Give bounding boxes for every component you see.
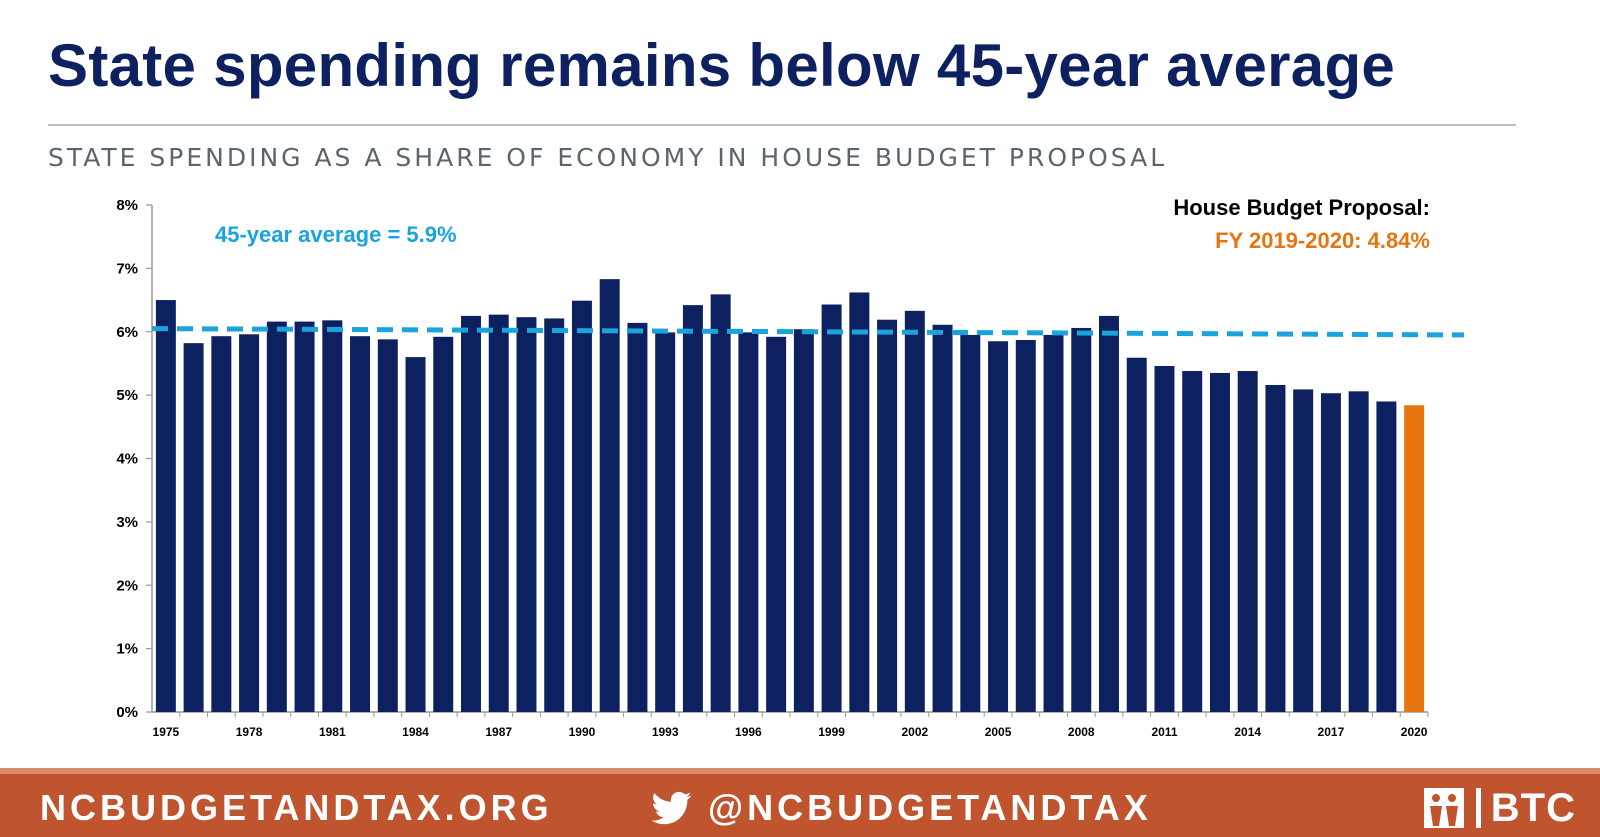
bar [1376, 401, 1397, 712]
bar-chart: 0% 1% 2% 3% 4% 5% 6% 7% 8% 1975 1978 1981 1984 1987 19… [116, 195, 1465, 739]
bar [960, 334, 981, 712]
bar [877, 319, 898, 712]
bar [627, 322, 648, 712]
y-tick-label: 8% [116, 197, 138, 214]
bar [682, 305, 703, 712]
y-tick-label: 5% [116, 387, 138, 404]
bar [1154, 365, 1175, 712]
logo-text: BTC [1490, 786, 1576, 830]
y-tick-label: 2% [116, 577, 138, 594]
bar [350, 336, 371, 712]
bar [1071, 327, 1092, 712]
bar [738, 332, 759, 712]
bar [710, 294, 731, 712]
x-tick-label: 1981 [319, 725, 346, 739]
bar [599, 279, 620, 712]
y-tick-label: 1% [116, 641, 138, 658]
twitter-bird-icon [651, 791, 692, 825]
bar [1099, 315, 1119, 712]
bar [904, 310, 925, 712]
bar [155, 300, 176, 712]
footer-twitter-handle[interactable]: @NCBUDGETANDTAX [708, 787, 1152, 828]
average-label: 45-year average = 5.9% [215, 222, 457, 247]
logo-separator [1475, 788, 1481, 828]
chart-subtitle: STATE SPENDING AS A SHARE OF ECONOMY IN … [48, 143, 1168, 172]
bar [239, 334, 260, 712]
x-tick-label: 1999 [818, 725, 845, 739]
y-tick-label: 3% [116, 514, 138, 531]
bar [655, 332, 676, 712]
bar [1126, 357, 1147, 712]
bar [1182, 371, 1203, 712]
x-tick-label: 2002 [901, 725, 928, 739]
title-divider [48, 124, 1516, 126]
bar [461, 315, 481, 712]
btc-logo: BTC [1422, 784, 1576, 832]
y-tick-label: 4% [116, 451, 138, 468]
bar [1043, 334, 1064, 712]
x-tick-label: 2014 [1234, 725, 1261, 739]
y-tick-label: 0% [116, 704, 138, 721]
x-tick-label: 2005 [985, 725, 1012, 739]
bar [1237, 371, 1258, 712]
bar [571, 300, 592, 712]
bar [1209, 372, 1230, 712]
bar [1265, 384, 1286, 712]
x-tick-label: 1978 [236, 725, 263, 739]
bar [322, 320, 343, 712]
x-tick-label: 2008 [1068, 725, 1095, 739]
bar [988, 341, 1009, 712]
y-tick-label: 6% [116, 324, 138, 341]
bar [544, 318, 565, 712]
page-title: State spending remains below 45-year ave… [48, 32, 1396, 99]
bar [516, 317, 537, 712]
bar [294, 321, 315, 712]
btc-figures-icon [1423, 788, 1464, 828]
x-tick-label: 2020 [1401, 725, 1428, 739]
x-tick-label: 1975 [153, 725, 180, 739]
footer-website-link[interactable]: NCBUDGETANDTAX.ORG [40, 787, 553, 828]
x-tick-label: 1990 [569, 725, 596, 739]
proposal-heading: House Budget Proposal: [1173, 195, 1430, 220]
average-line [151, 326, 1465, 338]
bar [932, 324, 953, 712]
bar [1348, 391, 1369, 712]
x-tick-label: 1987 [485, 725, 512, 739]
bar [1320, 393, 1341, 712]
bar [488, 314, 509, 712]
bar [183, 343, 204, 712]
bar [211, 336, 232, 712]
bar [405, 357, 426, 712]
x-tick-label: 2011 [1151, 725, 1177, 739]
bar [849, 292, 870, 712]
bar [1293, 389, 1314, 712]
x-tick-label: 1984 [402, 725, 429, 739]
proposal-value: FY 2019-2020: 4.84% [1215, 228, 1430, 253]
bar [1015, 339, 1036, 712]
bar [793, 329, 814, 712]
bar [766, 336, 787, 712]
footer-bar: NCBUDGETANDTAX.ORG @NCBUDGETANDTAX BTC [0, 768, 1600, 837]
x-tick-label: 1996 [735, 725, 762, 739]
bar [433, 336, 454, 712]
bar [377, 339, 398, 712]
bar-highlight [1404, 405, 1425, 712]
y-tick-label: 7% [116, 260, 138, 277]
x-tick-label: 1993 [652, 725, 679, 739]
x-tick-label: 2017 [1318, 725, 1345, 739]
bar [266, 321, 287, 712]
bar [821, 304, 842, 712]
